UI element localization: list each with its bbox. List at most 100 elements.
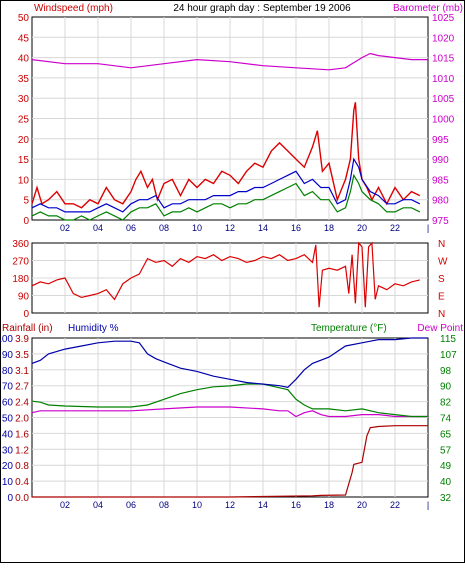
humidity-tick-label: 60	[2, 398, 14, 409]
wind-average-line	[31, 157, 421, 213]
x-tick-label-climate: 08	[159, 500, 169, 510]
windspeed-line	[31, 102, 421, 209]
x-tick-label-wind: 10	[192, 223, 202, 233]
windspeed-tick-label: 40	[18, 54, 30, 65]
rainfall-tick-label: 0.4	[15, 477, 29, 488]
windspeed-tick-label: 15	[18, 155, 30, 166]
wind-direction-line	[31, 241, 420, 308]
x-tick-label-wind: 06	[126, 223, 136, 233]
humidity-tick-label: 30	[2, 445, 14, 456]
barometer-tick-label: 975	[432, 216, 449, 227]
temperature-tick-label: 107	[440, 350, 457, 361]
compass-tick-label: N	[438, 309, 445, 320]
humidity-tick-label: 100	[0, 334, 13, 345]
windspeed-tick-label: 25	[18, 115, 30, 126]
humidity-tick-label: 40	[2, 429, 14, 440]
x-tick-label-climate: |	[427, 500, 429, 510]
dewpoint-line	[31, 406, 428, 418]
barometer-axis-label: Barometer (mb)	[393, 3, 463, 14]
rainfall-tick-label: 3.9	[15, 334, 29, 345]
temperature-tick-label: 98	[440, 366, 452, 377]
wind-green-line	[31, 173, 421, 221]
barometer-tick-label: 1015	[432, 54, 455, 65]
barometer-tick-label: 980	[432, 196, 449, 207]
x-tick-label-wind: 16	[291, 223, 301, 233]
chart-title: 24 hour graph day : September 19 2006	[173, 3, 351, 14]
windspeed-tick-label: 10	[18, 175, 30, 186]
x-tick-label-wind: 02	[60, 223, 70, 233]
humidity-tick-label: 0	[7, 493, 13, 504]
barometer-tick-label: 1010	[432, 74, 455, 85]
humidity-tick-label: 10	[2, 477, 14, 488]
rainfall-tick-label: 2.4	[15, 398, 29, 409]
windspeed-tick-label: 50	[18, 13, 30, 24]
windspeed-tick-label: 35	[18, 74, 30, 85]
rainfall-tick-label: 3.1	[15, 366, 29, 377]
humidity-tick-label: 20	[2, 461, 14, 472]
temperature-line	[31, 383, 428, 418]
direction-tick-label: 360	[12, 239, 29, 250]
compass-tick-label: N	[438, 239, 445, 250]
x-tick-label-climate: 14	[258, 500, 268, 510]
temperature-tick-label: 90	[440, 382, 452, 393]
rainfall-tick-label: 1.6	[15, 429, 29, 440]
humidity-line	[31, 337, 428, 388]
compass-tick-label: W	[438, 257, 448, 268]
rainfall-tick-label: 0.8	[15, 461, 29, 472]
windspeed-axis-label: Windspeed (mph)	[34, 3, 113, 14]
temperature-tick-label: 57	[440, 445, 452, 456]
direction-tick-label: 180	[12, 274, 29, 285]
x-tick-label-climate: 06	[126, 500, 136, 510]
barometer-tick-label: 1025	[432, 13, 455, 24]
temperature-axis-label: Temperature (°F)	[311, 323, 387, 334]
direction-tick-label: 0	[23, 309, 29, 320]
direction-tick-label: 90	[18, 292, 30, 303]
temperature-tick-label: 65	[440, 429, 452, 440]
x-tick-label-climate: 16	[291, 500, 301, 510]
windspeed-tick-label: 20	[18, 135, 30, 146]
rainfall-tick-label: 3.5	[15, 350, 29, 361]
humidity-tick-label: 90	[2, 350, 14, 361]
humidity-tick-label: 80	[2, 366, 14, 377]
humidity-tick-label: 50	[2, 414, 14, 425]
dewpoint-axis-label: Dew Point	[417, 323, 463, 334]
x-tick-label-wind: 08	[159, 223, 169, 233]
barometer-tick-label: 985	[432, 175, 449, 186]
windspeed-tick-label: 45	[18, 33, 30, 44]
x-tick-label-wind: 22	[390, 223, 400, 233]
temperature-tick-label: 82	[440, 398, 452, 409]
windspeed-tick-label: 5	[23, 196, 29, 207]
rainfall-tick-label: 2.0	[15, 414, 29, 425]
temperature-tick-label: 32	[440, 493, 452, 504]
barometer-tick-label: 1020	[432, 33, 455, 44]
barometer-tick-label: 1000	[432, 115, 455, 126]
x-tick-label-climate: 10	[192, 500, 202, 510]
x-tick-label-climate: 22	[390, 500, 400, 510]
x-tick-label-wind: 04	[93, 223, 103, 233]
barometer-tick-label: 1005	[432, 94, 455, 105]
temperature-tick-label: 49	[440, 461, 452, 472]
rainfall-axis-label: Rainfall (in)	[2, 323, 53, 334]
compass-tick-label: E	[438, 292, 445, 303]
temperature-tick-label: 74	[440, 414, 452, 425]
direction-tick-label: 270	[12, 257, 29, 268]
x-tick-label-climate: 20	[357, 500, 367, 510]
rainfall-line	[32, 425, 428, 498]
x-tick-label-wind: 14	[258, 223, 268, 233]
barometer-tick-label: 995	[432, 135, 449, 146]
humidity-axis-label: Humidity %	[68, 323, 119, 334]
x-tick-label-climate: 02	[60, 500, 70, 510]
windspeed-tick-label: 0	[23, 216, 29, 227]
x-tick-label-wind: 18	[324, 223, 334, 233]
x-tick-label-wind: 20	[357, 223, 367, 233]
temperature-tick-label: 40	[440, 477, 452, 488]
windspeed-tick-label: 30	[18, 94, 30, 105]
temperature-tick-label: 115	[440, 334, 456, 345]
barometer-line	[31, 52, 428, 71]
compass-tick-label: S	[438, 274, 445, 285]
rainfall-tick-label: 2.7	[15, 382, 29, 393]
x-tick-label-climate: 18	[324, 500, 334, 510]
rainfall-tick-label: 0.0	[15, 493, 29, 504]
